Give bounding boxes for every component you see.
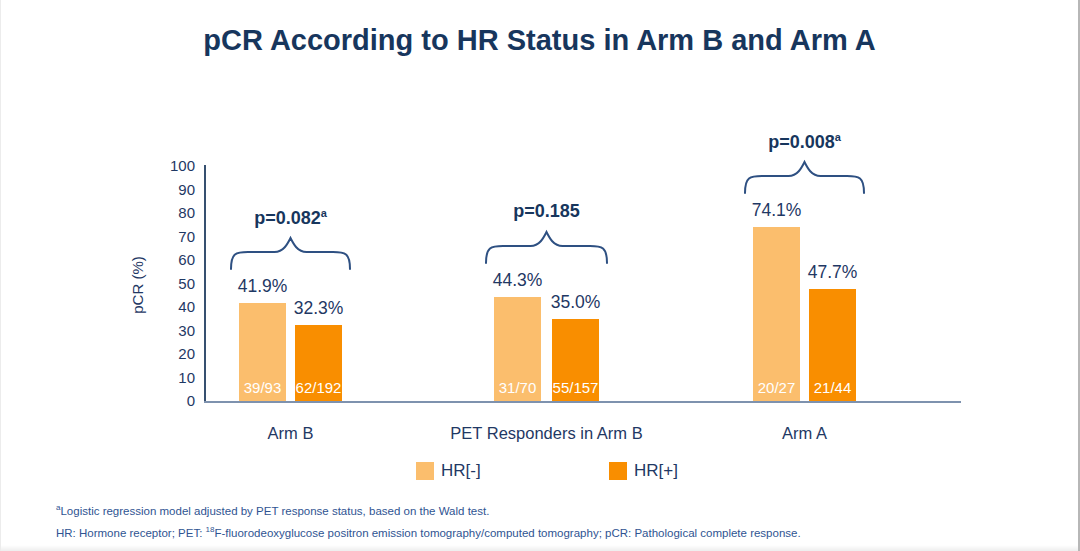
y-tick-40: 40	[149, 297, 195, 317]
bar-value-label: 32.3%	[271, 298, 367, 319]
y-axis-title: pCR (%)	[129, 240, 149, 330]
bar-value-label: 35.0%	[528, 292, 624, 313]
p-value-arm-a: p=0.008a	[714, 131, 895, 153]
y-tick-80: 80	[149, 203, 195, 223]
bar-count-label: 31/70	[499, 379, 537, 396]
p-value-pet-responders-in-arm-b: p=0.185	[455, 201, 638, 222]
y-tick-70: 70	[149, 227, 195, 247]
bar-count-label: 62/192	[296, 379, 342, 396]
footnote-abbrev-post: F-fluorodeoxyglucose positron emission t…	[214, 527, 800, 539]
bar-hr-arm-a: 20/27	[753, 227, 800, 401]
y-tick-30: 30	[149, 321, 195, 341]
legend-item-hr: HR[-]	[416, 461, 481, 481]
bar-value-label: 41.9%	[215, 276, 311, 297]
footnotes: aLogistic regression model adjusted by P…	[56, 503, 801, 547]
slide-bottom-edge	[1, 545, 1078, 551]
p-value-arm-b: p=0.082a	[200, 207, 381, 229]
y-tick-50: 50	[149, 274, 195, 294]
legend-item-hr: HR[+]	[609, 461, 678, 481]
bar-hr-arm-a: 21/44	[809, 289, 856, 401]
brace-icon	[485, 229, 608, 265]
footnote-abbrev-pre: HR: Hormone receptor; PET:	[56, 527, 206, 539]
bar-value-label: 74.1%	[729, 200, 825, 221]
y-tick-100: 100	[149, 156, 195, 176]
y-tick-20: 20	[149, 344, 195, 364]
bar-hr-pet-responders-in-arm-b: 55/157	[552, 319, 599, 401]
bar-count-label: 21/44	[814, 379, 852, 396]
x-axis-line	[204, 401, 961, 403]
footnote-statistics-text: Logistic regression model adjusted by PE…	[60, 505, 489, 517]
bar-value-label: 47.7%	[785, 262, 881, 283]
y-tick-60: 60	[149, 250, 195, 270]
x-label-pet-responders-in-arm-b: PET Responders in Arm B	[397, 424, 697, 443]
footnote-abbreviations: HR: Hormone receptor; PET: 18F-fluorodeo…	[56, 525, 801, 539]
plot-area: 39/9341.9%62/19232.3%p=0.082a31/7044.3%5…	[206, 166, 961, 401]
y-axis-line	[204, 165, 206, 403]
bar-count-label: 39/93	[244, 379, 282, 396]
footnote-statistics: aLogistic regression model adjusted by P…	[56, 503, 801, 517]
chart-title: pCR According to HR Status in Arm B and …	[1, 24, 1078, 57]
y-tick-10: 10	[149, 368, 195, 388]
bar-hr-arm-b: 62/192	[295, 325, 342, 401]
bar-count-label: 55/157	[553, 379, 599, 396]
y-tick-0: 0	[149, 391, 195, 411]
legend-label: HR[+]	[634, 461, 678, 481]
bar-value-label: 44.3%	[470, 270, 566, 291]
legend-label: HR[-]	[441, 461, 481, 481]
y-tick-90: 90	[149, 180, 195, 200]
bar-count-label: 20/27	[758, 379, 796, 396]
brace-icon	[230, 235, 351, 271]
slide: pCR According to HR Status in Arm B and …	[0, 0, 1080, 551]
brace-icon	[744, 159, 865, 195]
x-label-arm-b: Arm B	[141, 424, 441, 443]
x-label-arm-a: Arm A	[655, 424, 955, 443]
legend-swatch-icon	[416, 462, 434, 480]
legend-swatch-icon	[609, 462, 627, 480]
